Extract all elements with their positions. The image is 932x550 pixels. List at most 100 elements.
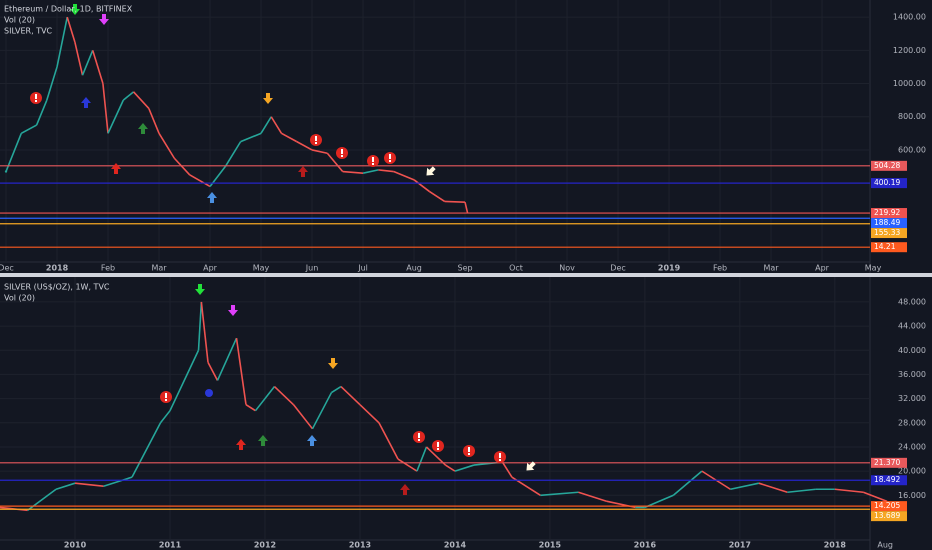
annotations — [30, 4, 538, 495]
annotation-icon — [205, 389, 213, 397]
y-tick-label: 24.000 — [898, 442, 926, 451]
x-tick-label: 2011 — [159, 541, 182, 550]
x-tick-label: 2017 — [729, 541, 751, 550]
price-segment — [27, 488, 57, 512]
volume-label: Vol (20) — [4, 294, 35, 303]
y-tick-label: 800.00 — [898, 112, 926, 121]
level-label: 13.689 — [874, 511, 900, 520]
x-tick-label: 2013 — [349, 541, 371, 550]
level-label: 155.33 — [874, 228, 900, 237]
price-segment — [273, 385, 295, 406]
overlay-label: SILVER, TVC — [4, 27, 53, 36]
volume-label: Vol (20) — [4, 16, 35, 25]
annotation-icon — [463, 445, 475, 457]
level-label: 219.92 — [874, 208, 900, 217]
level-label: 21.370 — [874, 458, 900, 467]
annotation-icon — [336, 147, 348, 159]
chart-title: SILVER (US$/OZ), 1W, TVC — [4, 283, 110, 292]
price-segment — [393, 170, 415, 181]
price-segment — [331, 385, 342, 394]
price-segment — [260, 116, 272, 134]
price-segment — [326, 152, 344, 173]
price-segment — [292, 404, 314, 430]
price-segment — [863, 491, 888, 503]
price-segment — [540, 491, 579, 497]
annotation-icon — [310, 134, 322, 146]
x-tick-label: Aug — [877, 541, 893, 550]
price-segment — [311, 392, 333, 430]
x-tick-label: 2012 — [254, 541, 276, 550]
price-segment — [342, 170, 364, 174]
price-segment — [91, 50, 104, 84]
x-tick-label: Feb — [101, 264, 115, 273]
x-tick-label: 2019 — [658, 264, 681, 273]
y-tick-label: 600.00 — [898, 145, 926, 154]
y-tick-label: 48.000 — [898, 297, 926, 306]
level-label: 14.21 — [874, 242, 896, 251]
level-label-bg — [871, 218, 907, 229]
price-segment — [207, 361, 219, 381]
price-segment — [55, 482, 76, 491]
price-segment — [56, 16, 69, 68]
price-segment — [730, 482, 760, 491]
price-segment — [46, 66, 58, 101]
price-segment — [416, 446, 428, 472]
annotation-icon — [160, 391, 172, 403]
x-tick-label: Aug — [406, 264, 422, 273]
y-tick-label: 20.000 — [898, 467, 926, 476]
x-tick-label: May — [253, 264, 270, 273]
x-tick-label: Oct — [509, 264, 523, 273]
level-label: 188.49 — [874, 218, 900, 227]
price-segment — [20, 124, 38, 135]
x-tick-label: Mar — [764, 264, 780, 273]
level-label-bg — [871, 501, 907, 512]
pane: 600.00 800.00 1000.00 1200.00 1400.00 Dec 2018… — [0, 0, 926, 273]
level-label-bg — [871, 475, 907, 486]
price-segment — [425, 446, 446, 466]
y-tick-label: 44.000 — [898, 322, 926, 331]
x-tick-label: Dec — [610, 264, 625, 273]
price-segment — [74, 41, 84, 76]
level-label-bg — [871, 208, 907, 219]
x-tick-label: Sep — [458, 264, 473, 273]
level-label-bg — [871, 178, 907, 189]
y-tick-label: 1400.00 — [893, 13, 926, 22]
x-tick-label: 2014 — [444, 541, 467, 550]
x-tick-label: 2016 — [634, 541, 657, 550]
annotation-icon — [494, 451, 506, 463]
price-segment — [378, 422, 399, 460]
level-label-bg — [871, 511, 907, 522]
price-segment — [362, 169, 379, 174]
price-segment — [235, 338, 247, 405]
price-segment — [200, 301, 209, 363]
price-segment — [378, 169, 394, 173]
x-tick-label: Nov — [559, 264, 575, 273]
chart-title: Ethereum / Dollar, 1D, BITFINEX — [4, 5, 133, 14]
price-segment — [122, 91, 135, 101]
y-tick-label: 36.000 — [898, 370, 926, 379]
level-label-bg — [871, 228, 907, 239]
price-segment — [501, 461, 513, 478]
x-tick-label: May — [865, 264, 882, 273]
y-tick-label: 1000.00 — [893, 79, 926, 88]
price-segment — [644, 494, 674, 509]
x-tick-label: 2010 — [64, 541, 87, 550]
level-label: 400.19 — [874, 178, 900, 187]
price-segment — [454, 464, 475, 472]
price-segment — [169, 349, 200, 412]
price-segment — [413, 179, 430, 193]
x-tick-label: 2018 — [824, 541, 847, 550]
price-segment — [311, 149, 328, 155]
price-segment — [254, 386, 276, 412]
price-segment — [758, 482, 788, 494]
y-tick-label: 28.000 — [898, 418, 926, 427]
price-segment — [445, 464, 456, 472]
x-tick-label: 2015 — [539, 541, 562, 550]
level-label-bg — [871, 457, 907, 468]
price-segment — [197, 301, 203, 351]
price-segment — [216, 337, 238, 381]
price-segment — [103, 476, 133, 487]
price-segment — [464, 202, 469, 214]
x-tick-label: Mar — [151, 264, 167, 273]
annotation-icon — [413, 431, 425, 443]
